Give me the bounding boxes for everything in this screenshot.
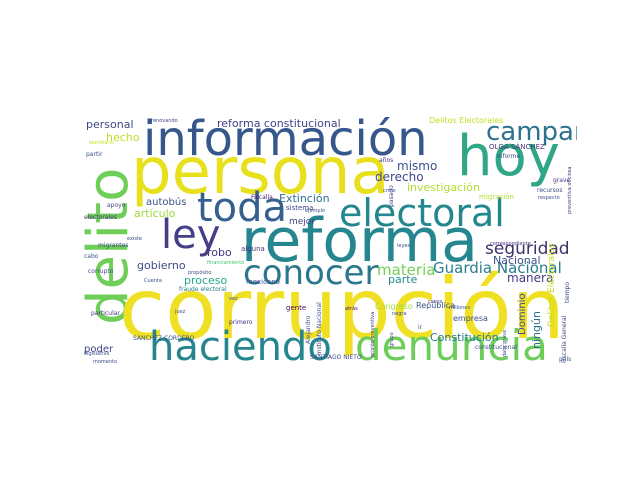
- word-seguridad-v: Delitos Electorales: [547, 243, 557, 327]
- word-cloud: delito corrupción reforma persona inform…: [81, 117, 577, 367]
- word-fiscalia: Fiscalía: [251, 194, 273, 201]
- word-constitucion: Constitución: [430, 331, 499, 344]
- word-santiago-nieto: SANTIAGO NIETO: [310, 354, 362, 361]
- word-correspondiente: correspondiente: [490, 241, 531, 247]
- word-grave: grave: [553, 177, 571, 184]
- word-investigacion: investigación: [407, 181, 480, 194]
- word-ley: ley: [161, 212, 221, 258]
- word-guardia-nacional: Guardia Nacional: [433, 259, 562, 277]
- word-corrupcion: corrupción: [119, 260, 565, 358]
- word-informacion: información: [143, 117, 428, 167]
- word-persona: persona: [131, 135, 390, 209]
- word-proposito: propósito: [188, 270, 212, 276]
- word-toda: toda: [197, 185, 288, 231]
- word-tiempo: tiempo: [564, 281, 571, 303]
- word-partir: partir: [86, 151, 103, 158]
- word-cuenta: Cuenta: [144, 278, 162, 284]
- word-mejor: mejor: [289, 217, 316, 227]
- word-gente: gente: [286, 304, 307, 312]
- word-parte: parte: [388, 273, 418, 286]
- word-informe: informe: [497, 153, 521, 160]
- word-extincion: Extinción: [279, 192, 330, 205]
- word-autobus: autobús: [146, 197, 187, 208]
- word-grupo: grupo: [389, 332, 395, 347]
- word-fraude-electoral: fraude electoral: [179, 286, 227, 293]
- word-dominio: Dominio: [517, 293, 528, 335]
- word-reforma: reforma: [241, 206, 478, 276]
- word-campana: campaña: [486, 117, 577, 147]
- word-robo: robo: [207, 246, 232, 259]
- word-instituto-nacional: Instituto Nacional: [316, 302, 323, 355]
- word-materia: materia: [377, 261, 436, 279]
- word-sanchez-cordero: SÁNCHEZ CORDERO: [133, 335, 195, 342]
- word-derecho: derecho: [375, 170, 424, 184]
- word-empresa: empresa: [453, 314, 488, 323]
- word-constitucional: constitucional: [475, 344, 517, 351]
- word-seguridad: seguridad: [485, 239, 570, 259]
- word-electoral: electoral: [339, 191, 505, 235]
- word-secretario: secretario: [89, 140, 114, 146]
- word-olga-sanchez: OLGA SÁNCHEZ: [489, 143, 545, 151]
- word-pais: país: [559, 356, 572, 363]
- word-financiamiento: financiamiento: [207, 260, 245, 266]
- word-dato-grave: dato grave: [502, 329, 508, 357]
- word-prision-preventiva: prisión preventiva: [370, 311, 376, 357]
- word-alguna: alguna: [241, 245, 265, 253]
- word-ejemplo: ejemplo: [305, 208, 326, 214]
- word-denuncia: denuncia: [355, 321, 548, 367]
- word-haciendo: haciendo: [149, 324, 332, 367]
- word-hecho: hecho: [106, 131, 140, 144]
- word-congreso: Congreso: [375, 302, 413, 311]
- word-personal: personal: [86, 118, 134, 131]
- word-casos: casos: [428, 299, 443, 305]
- word-reforma-constitucional: reforma constitucional: [217, 117, 341, 130]
- word-delitos-electorales: Delitos Electorales: [429, 117, 504, 125]
- word-ir: ir: [418, 324, 423, 331]
- word-manera: manera: [507, 271, 554, 285]
- word-poder: poder: [84, 344, 114, 355]
- word-sistema: sistema: [286, 204, 314, 212]
- word-cabo: cabo: [84, 253, 99, 260]
- word-migracion: migración: [479, 193, 514, 201]
- word-existe: existe: [127, 236, 142, 242]
- word-nacional: Nacional: [493, 254, 541, 267]
- word-gobierno: gobierno: [137, 259, 186, 272]
- word-republica: República: [416, 301, 456, 310]
- word-leyes: leyes: [397, 243, 411, 249]
- word-ningun: ningún: [530, 311, 543, 349]
- word-hoy: hoy: [457, 124, 560, 189]
- word-atras: atrás: [345, 306, 358, 312]
- word-mismo: mismo: [397, 159, 438, 173]
- word-conocer: conocer: [243, 253, 379, 293]
- word-recursos: recursos: [537, 187, 563, 194]
- word-particular: particular: [91, 310, 120, 317]
- word-respecto: respecto: [538, 195, 560, 201]
- word-primero: primero: [229, 319, 253, 326]
- word-corrupto: corrupto: [88, 268, 114, 275]
- word-pasado: pasado: [388, 185, 395, 207]
- word-articulo: artículo: [134, 207, 176, 220]
- word-momento: momento: [93, 359, 118, 365]
- word-apoyo: apoyo: [107, 202, 126, 209]
- word-vez: vez: [229, 296, 238, 302]
- word-migrantes: migrantes: [98, 242, 129, 249]
- word-juez: juez: [175, 309, 186, 315]
- word-preventiva-oficiosa: preventiva oficiosa: [567, 166, 573, 214]
- word-legislativo: legislativo: [84, 351, 110, 357]
- word-crmo: crmo: [383, 188, 396, 194]
- word-millones: millones: [449, 305, 470, 311]
- word-proceso: proceso: [184, 274, 228, 287]
- word-mexicano: mexicano: [246, 278, 280, 286]
- word-renovando: renovando: [151, 118, 178, 124]
- word-negra: negra: [392, 311, 407, 317]
- word-anos: años: [379, 157, 394, 164]
- word-electorales: electorales: [84, 214, 117, 221]
- word-alejandro: Alejandro: [305, 315, 312, 344]
